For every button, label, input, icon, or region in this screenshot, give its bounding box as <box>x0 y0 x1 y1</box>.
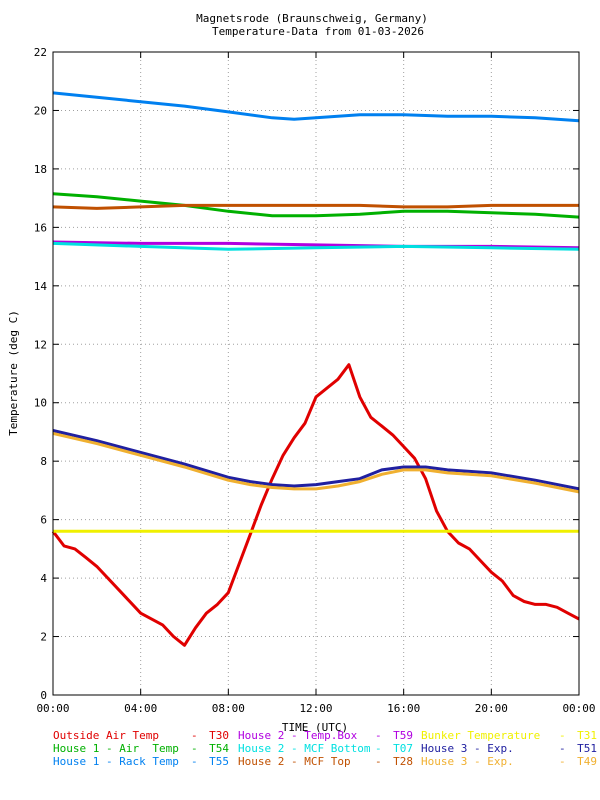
x-tick-label: 12:00 <box>299 702 332 715</box>
y-tick-label: 6 <box>40 514 47 527</box>
legend-code: T30 <box>209 729 229 742</box>
legend-separator: - <box>191 742 198 755</box>
legend-separator: - <box>559 729 566 742</box>
x-tick-label: 08:00 <box>212 702 245 715</box>
legend-entry-t54: House 1 - Air Temp - T54 <box>53 742 229 755</box>
legend: Outside Air Temp - T30 House 2 - Temp.Box - T… <box>53 729 597 768</box>
y-tick-label: 16 <box>34 221 47 234</box>
legend-separator: - <box>375 755 382 768</box>
legend-label: House 2 - MCF Top <box>238 755 351 768</box>
y-tick-label: 20 <box>34 104 47 117</box>
y-tick-label: 14 <box>34 280 48 293</box>
x-tick-label: 00:00 <box>562 702 595 715</box>
y-tick-label: 22 <box>34 46 47 59</box>
legend-code: T59 <box>393 729 413 742</box>
x-axis-label: TIME (UTC) <box>282 721 348 734</box>
legend-separator: - <box>191 729 198 742</box>
series-line-t54 <box>52 192 580 219</box>
legend-entry-t55: House 1 - Rack Temp - T55 <box>53 755 229 768</box>
grid-lines <box>53 52 579 695</box>
series-line-t07 <box>52 241 580 251</box>
series-line-t51 <box>52 429 580 491</box>
legend-label: Bunker Temperature <box>421 729 540 742</box>
x-tick-label: 04:00 <box>124 702 157 715</box>
legend-entry-t07: House 2 - MCF Bottom - T07 <box>238 742 413 755</box>
y-tick-label: 18 <box>34 163 47 176</box>
legend-entry-t59: House 2 - Temp.Box - T59 <box>238 729 413 742</box>
legend-label: House 2 - Temp.Box <box>238 729 358 742</box>
legend-code: T07 <box>393 742 413 755</box>
axis-ticks: 0 2 4 6 8 10 12 14 16 18 20 22 00:00 04:00 08:00 12:00 1… <box>34 46 596 715</box>
y-tick-label: 8 <box>40 455 47 468</box>
x-tick-label: 00:00 <box>36 702 69 715</box>
series-line-t28 <box>52 203 579 210</box>
x-tick-label: 16:00 <box>387 702 420 715</box>
legend-separator: - <box>375 742 382 755</box>
chart-title: Magnetsrode (Braunschweig, Germany) <box>196 12 428 25</box>
legend-entry-t49: House 3 - Exp. - T49 <box>421 755 597 768</box>
chart-subtitle: Temperature-Data from 01-03-2026 <box>212 25 424 38</box>
legend-entry-t30: Outside Air Temp - T30 <box>53 729 229 742</box>
legend-label: House 2 - MCF Bottom <box>238 742 371 755</box>
legend-separator: - <box>191 755 198 768</box>
series-line-t49 <box>52 431 580 494</box>
legend-code: T54 <box>209 742 229 755</box>
series-line-t55 <box>52 91 580 123</box>
y-tick-label: 0 <box>40 689 47 702</box>
legend-separator: - <box>559 755 566 768</box>
legend-label: House 3 - Exp. <box>421 755 514 768</box>
legend-code: T51 <box>577 742 597 755</box>
legend-entry-t31: Bunker Temperature - T31 <box>421 729 597 742</box>
y-tick-label: 2 <box>40 631 47 644</box>
x-tick-label: 20:00 <box>475 702 508 715</box>
y-tick-label: 12 <box>34 338 47 351</box>
legend-code: T55 <box>209 755 229 768</box>
legend-code: T31 <box>577 729 597 742</box>
y-tick-label: 10 <box>34 397 47 410</box>
legend-label: Outside Air Temp <box>53 729 159 742</box>
legend-code: T49 <box>577 755 597 768</box>
legend-label: House 3 - Exp. <box>421 742 514 755</box>
legend-label: House 1 - Rack Temp <box>53 755 179 768</box>
legend-entry-t28: House 2 - MCF Top - T28 <box>238 755 413 768</box>
series-line-t30 <box>51 363 580 647</box>
y-axis-label: Temperature (deg C) <box>7 310 20 436</box>
legend-label: House 1 - Air Temp <box>53 742 179 755</box>
y-tick-label: 4 <box>40 572 47 585</box>
legend-code: T28 <box>393 755 413 768</box>
legend-separator: - <box>559 742 566 755</box>
legend-separator: - <box>375 729 382 742</box>
legend-entry-t51: House 3 - Exp. - T51 <box>421 742 597 755</box>
series-lines <box>51 91 580 647</box>
